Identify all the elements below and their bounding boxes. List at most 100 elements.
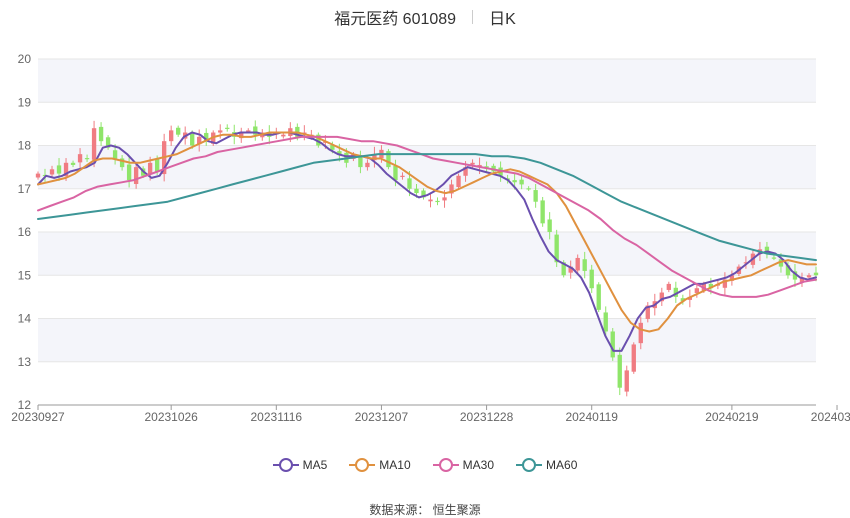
x-tick-label: 20231228 [460, 410, 514, 424]
candle-body [680, 298, 686, 302]
candle-body [147, 162, 153, 175]
candle-body [813, 272, 819, 276]
candle-body [617, 354, 622, 388]
candle-body [785, 265, 791, 276]
candle-body [659, 292, 664, 302]
candle-body [582, 259, 587, 271]
candle-body [463, 167, 468, 176]
candle-body [35, 173, 41, 178]
candle-body [176, 127, 181, 135]
candle-body [456, 175, 461, 188]
stock-name-code: 福元医药 601089 [334, 11, 457, 28]
candle-body [526, 188, 531, 190]
legend-label-ma10: MA10 [379, 458, 411, 472]
x-tick-label: 20230927 [11, 410, 65, 424]
plot-bands [38, 59, 816, 362]
legend-item-ma30[interactable]: MA30 [432, 458, 495, 472]
candle-body [91, 128, 97, 160]
y-axis: 12 13 14 15 16 17 18 19 20 [18, 52, 32, 412]
candle-body [624, 370, 629, 392]
candle-body [666, 283, 671, 290]
candle-body [799, 277, 805, 283]
candle-body [470, 162, 475, 165]
candle-body [112, 150, 118, 159]
y-tick-label: 13 [18, 355, 32, 369]
candle-body [49, 169, 55, 175]
candle-body [105, 137, 111, 148]
candle-body [70, 162, 76, 165]
candle-body [168, 130, 174, 142]
candle-body [792, 271, 798, 280]
legend-label-ma30: MA30 [462, 458, 495, 472]
ma-line-ma30 [37, 135, 817, 298]
candle-body [154, 158, 160, 172]
chart-title: 福元医药 601089 日K [0, 6, 850, 28]
candle-body [631, 344, 636, 372]
candle-body [358, 156, 363, 168]
candle-body [56, 165, 62, 174]
candle-body [435, 200, 440, 203]
legend-label-ma5: MA5 [302, 458, 328, 472]
candle-body [281, 134, 286, 137]
candle-body [729, 275, 735, 281]
candle-body [568, 266, 573, 273]
candle-body [484, 166, 489, 168]
candle-body [442, 197, 447, 201]
candle-body [743, 262, 749, 264]
x-tick-label: 20231026 [144, 410, 198, 424]
period-label[interactable]: 日K [489, 11, 516, 28]
candle-body [771, 257, 777, 259]
candle-body [722, 279, 728, 288]
candle-body [596, 284, 601, 310]
candle-body [330, 145, 335, 150]
y-tick-label: 15 [18, 268, 32, 282]
candle-body [63, 162, 69, 177]
candle-body [386, 151, 391, 168]
candle-body [393, 165, 398, 181]
legend-item-ma5[interactable]: MA5 [272, 458, 328, 472]
candle-body [246, 130, 251, 132]
candle-body [239, 132, 244, 139]
y-tick-label: 12 [18, 398, 32, 412]
x-tick-label: 20240311 [811, 410, 850, 424]
candle-body [225, 127, 230, 129]
x-tick-label: 20231116 [251, 410, 303, 424]
candle-body [561, 262, 566, 276]
candle-body [603, 312, 608, 332]
candle-body [133, 167, 139, 184]
x-tick-label: 20240119 [565, 410, 618, 424]
candle-body [764, 246, 770, 254]
legend-item-ma10[interactable]: MA10 [349, 458, 411, 472]
candle-body [547, 219, 552, 232]
legend-swatch-ma30 [432, 458, 459, 472]
legend-label-ma60: MA60 [546, 458, 578, 472]
candle-body [610, 331, 615, 358]
plot-band [38, 318, 816, 362]
candle-body [449, 184, 454, 194]
legend-item-ma60[interactable]: MA60 [516, 458, 577, 472]
candle-body [645, 305, 650, 319]
candle-body [694, 288, 700, 293]
candle-body [638, 322, 643, 344]
y-tick-label: 19 [18, 95, 32, 109]
candle-body [84, 158, 90, 160]
candle-body [119, 158, 125, 168]
candle-body [365, 162, 370, 168]
candle-body [575, 257, 580, 271]
candle-body [337, 151, 342, 155]
candle-body [400, 175, 405, 177]
ma-line-ma60 [37, 153, 817, 262]
candle-body [512, 180, 517, 183]
candle-body [316, 134, 321, 146]
candle-body [218, 130, 223, 133]
candle-body [98, 126, 104, 142]
candle-body [428, 199, 433, 202]
legend-swatch-ma60 [516, 458, 543, 472]
legend: MA5 MA10 MA30 MA60 [0, 458, 850, 472]
candle-body [302, 132, 307, 134]
y-tick-label: 16 [18, 225, 32, 239]
y-tick-label: 18 [18, 139, 32, 153]
candle-body [421, 190, 426, 198]
x-axis: 20230927 20231026 20231116 20231207 20231228… [11, 404, 850, 424]
candle-body [77, 154, 83, 163]
